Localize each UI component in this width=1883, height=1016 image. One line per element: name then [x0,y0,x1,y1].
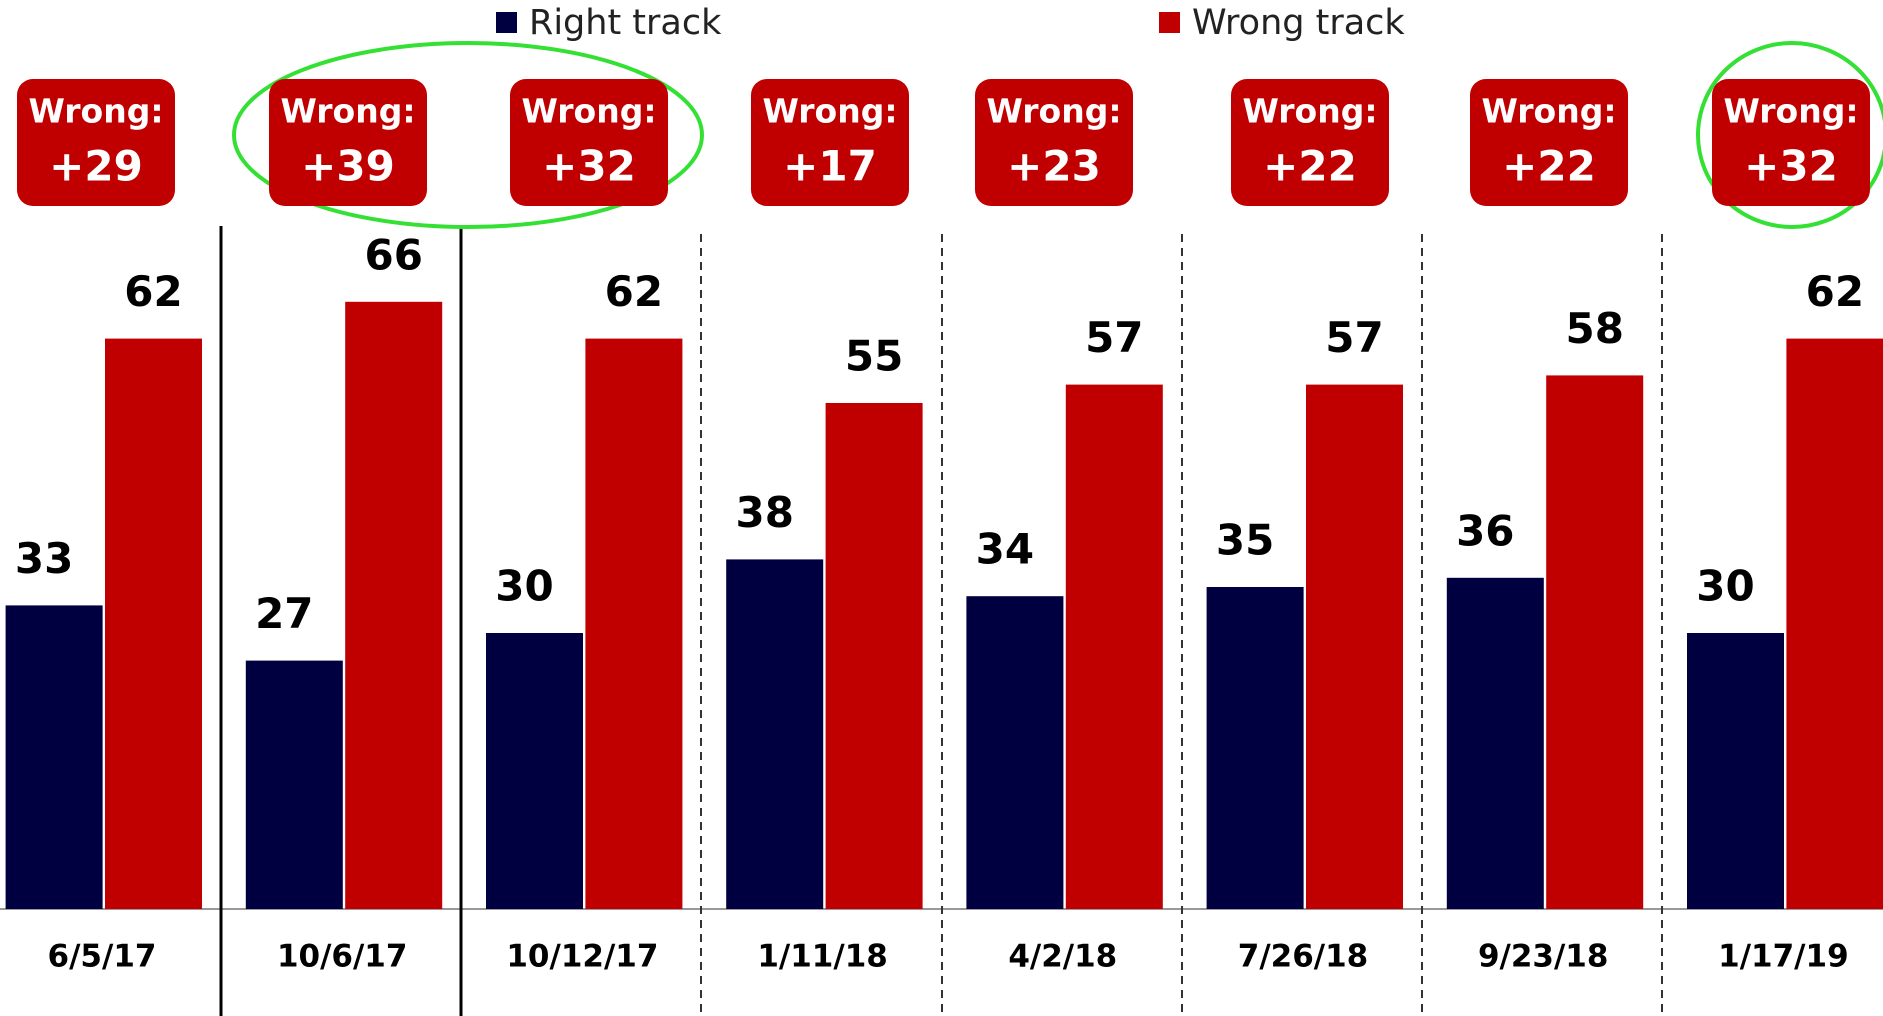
badge-value: +39 [301,142,395,191]
bar [1446,577,1544,909]
data-label: 33 [15,534,73,583]
data-label: 30 [495,562,553,611]
x-tick-label: 10/6/17 [277,939,408,975]
legend-swatch [496,12,517,33]
badge-value: +29 [49,142,143,191]
bar [345,301,443,909]
bar [1786,338,1883,910]
data-label: 62 [1806,267,1864,316]
badge-label: Wrong: [762,92,897,131]
badge [269,79,427,206]
x-tick-label: 10/12/17 [506,939,658,975]
x-tick-label: 6/5/17 [48,939,157,975]
badge-value: +32 [542,142,636,191]
badge [751,79,909,206]
separators [700,234,1663,1016]
data-label: 57 [1325,313,1383,362]
x-tick-label: 1/17/19 [1718,939,1849,975]
badge-label: Wrong: [280,92,415,131]
legend-label: Right track [529,3,722,43]
data-label: 36 [1456,506,1514,555]
badge [17,79,175,206]
x-tick-label: 1/11/18 [757,939,888,975]
badge-label: Wrong: [1242,92,1377,131]
bar [105,338,202,910]
data-label: 34 [976,525,1034,574]
badge-value: +32 [1744,142,1838,191]
bar [5,605,103,909]
bar [245,660,343,909]
badge [1712,79,1870,206]
x-tick-label: 4/2/18 [1008,939,1117,975]
bar [726,559,824,909]
x-tick-label: 9/23/18 [1478,939,1609,975]
highlight [1696,41,1883,229]
bar [1687,633,1784,909]
badge-value: +17 [783,142,877,191]
bar [486,633,583,909]
badge [975,79,1133,206]
data-label: 57 [1085,313,1143,362]
bar [1546,375,1644,909]
data-label: 35 [1216,516,1274,565]
badge-value: +22 [1502,142,1596,191]
bars [5,301,1883,910]
data-label: 27 [255,589,313,638]
badge [1231,79,1389,206]
bar [1065,384,1163,910]
data-label: 55 [845,332,903,381]
bar [1206,587,1304,909]
highlight [232,41,704,229]
badge-label: Wrong: [28,92,163,131]
data-label: 62 [605,267,663,316]
bar [1306,384,1403,910]
badge-label: Wrong: [1723,92,1858,131]
badge [510,79,668,206]
badge-label: Wrong: [986,92,1121,131]
bar [966,596,1064,909]
badge-value: +23 [1007,142,1101,191]
data-label: 30 [1696,562,1754,611]
badge-value: +22 [1263,142,1357,191]
badge [1470,79,1628,206]
data-label: 66 [364,230,422,279]
bar [825,403,923,909]
badge-label: Wrong: [521,92,656,131]
legend-label: Wrong track [1192,3,1405,43]
data-label: 38 [735,488,793,537]
data-label: 58 [1565,304,1623,353]
bar [585,338,683,910]
x-tick-label: 7/26/18 [1238,939,1369,975]
badge-label: Wrong: [1481,92,1616,131]
legend-swatch [1159,12,1180,33]
data-label: 62 [124,267,182,316]
